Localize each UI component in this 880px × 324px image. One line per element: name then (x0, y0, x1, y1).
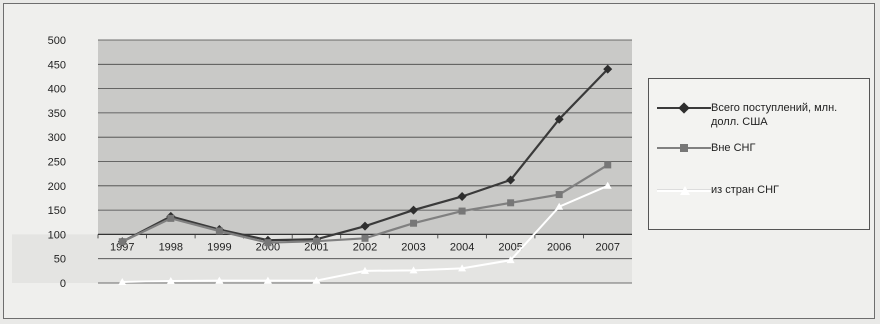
data-point (457, 191, 467, 201)
legend-symbol-diamond-icon (657, 101, 711, 115)
data-point (312, 276, 321, 284)
data-point (604, 161, 612, 169)
y-tick-label: 250 (48, 157, 66, 169)
data-point (167, 214, 175, 222)
y-tick-label: 400 (48, 84, 66, 96)
data-point (410, 219, 418, 227)
y-tick-label: 0 (60, 278, 66, 290)
legend-item-outside-cis: Вне СНГ (657, 141, 861, 155)
y-tick-label: 150 (48, 205, 66, 217)
legend-label-cis: из стран СНГ (711, 184, 779, 196)
legend-label-total: Всего поступлений, млн. долл. США (711, 102, 838, 128)
data-point (506, 175, 516, 185)
data-point (555, 202, 564, 210)
x-tick-label: 1998 (159, 241, 183, 253)
x-tick-label: 2004 (450, 241, 474, 253)
legend: Всего поступлений, млн. долл. США Вне СН… (648, 78, 870, 230)
y-tick-label: 100 (48, 229, 66, 241)
legend-item-total: Всего поступлений, млн. долл. США (657, 101, 861, 129)
data-point (555, 191, 563, 199)
y-tick-label: 200 (48, 181, 66, 193)
y-tick-label: 450 (48, 59, 66, 71)
data-point (312, 237, 320, 245)
x-tick-label: 1999 (207, 241, 231, 253)
y-tick-label: 300 (48, 132, 66, 144)
x-tick-label: 2007 (595, 241, 619, 253)
data-point (360, 221, 370, 231)
data-point (458, 264, 467, 272)
data-point (215, 276, 224, 284)
data-point (215, 227, 223, 235)
data-point (409, 205, 419, 215)
x-tick-label: 2001 (304, 241, 328, 253)
legend-symbol-square-icon (657, 141, 711, 155)
data-point (118, 238, 126, 246)
data-point (263, 276, 272, 284)
x-tick-label: 2005 (498, 241, 522, 253)
data-point (603, 181, 612, 189)
data-point (603, 64, 613, 74)
legend-label-outside-cis: Вне СНГ (711, 142, 756, 154)
y-tick-label: 500 (48, 35, 66, 47)
data-point (264, 239, 272, 247)
legend-item-cis: из стран СНГ (657, 183, 861, 197)
data-point (166, 277, 175, 285)
legend-symbol-triangle-icon (657, 183, 711, 197)
data-point (507, 199, 515, 207)
x-tick-label: 2002 (353, 241, 377, 253)
x-tick-label: 2003 (401, 241, 425, 253)
y-tick-label: 50 (54, 254, 66, 266)
data-point (506, 256, 515, 264)
data-point (409, 266, 418, 274)
data-point (554, 114, 564, 124)
data-point (361, 266, 369, 274)
data-point (361, 234, 369, 242)
x-tick-label: 2006 (547, 241, 571, 253)
x-tick-label: 1997 (110, 241, 134, 253)
y-tick-label: 350 (48, 108, 66, 120)
data-point (458, 207, 466, 215)
data-point (118, 278, 127, 286)
x-tick-label: 2000 (256, 241, 280, 253)
